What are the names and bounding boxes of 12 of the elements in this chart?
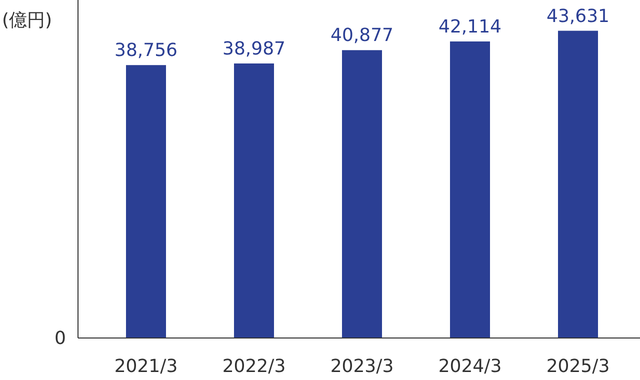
x-tick-label: 2025/3 [546, 356, 610, 377]
y-axis-title: (億円) [2, 10, 52, 31]
x-tick-label: 2021/3 [114, 356, 178, 377]
x-tick-label: 2023/3 [330, 356, 394, 377]
data-label: 38,987 [222, 38, 286, 60]
text: 0 [54, 328, 66, 349]
data-label: 42,114 [438, 16, 502, 38]
data-label: 40,877 [330, 25, 394, 46]
x-tick-label: 2022/3 [222, 356, 286, 377]
data-label: 43,631 [546, 6, 610, 27]
data-label: 38,756 [114, 40, 178, 62]
x-tick-label: 2024/3 [438, 356, 502, 377]
